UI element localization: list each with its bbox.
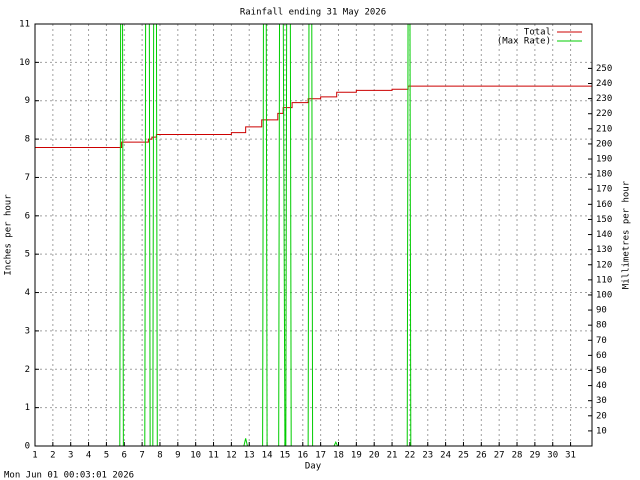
y2-tick-label: 20 bbox=[596, 411, 607, 421]
y2-tick-label: 50 bbox=[596, 366, 607, 376]
y2-tick-label: 200 bbox=[596, 139, 612, 149]
x-axis-label: Day bbox=[305, 462, 322, 472]
y-tick-label: 10 bbox=[19, 58, 30, 68]
x-tick-label: 21 bbox=[387, 451, 398, 461]
x-tick-label: 18 bbox=[333, 451, 344, 461]
x-tick-label: 20 bbox=[369, 451, 380, 461]
y2-tick-label: 70 bbox=[596, 336, 607, 346]
x-tick-label: 19 bbox=[351, 451, 362, 461]
x-tick-label: 27 bbox=[494, 451, 505, 461]
y-tick-label: 2 bbox=[25, 365, 30, 375]
y2-tick-label: 250 bbox=[596, 64, 612, 74]
y-tick-label: 4 bbox=[25, 288, 30, 298]
x-tick-label: 4 bbox=[86, 451, 91, 461]
plot-border bbox=[34, 23, 593, 447]
series-line bbox=[35, 85, 592, 149]
y2-tick-label: 220 bbox=[596, 109, 612, 119]
y-tick-label: 11 bbox=[19, 20, 30, 30]
x-tick-label: 5 bbox=[104, 451, 109, 461]
y2-tick-label: 80 bbox=[596, 321, 607, 331]
x-tick-label: 28 bbox=[512, 451, 523, 461]
y-tick-label: 6 bbox=[25, 211, 30, 221]
x-tick-label: 22 bbox=[404, 451, 415, 461]
x-tick-label: 23 bbox=[422, 451, 433, 461]
series-group bbox=[35, 24, 592, 446]
x-tick-label: 6 bbox=[122, 451, 127, 461]
x-tick-label: 15 bbox=[280, 451, 291, 461]
x-tick-label: 25 bbox=[458, 451, 469, 461]
x-tick-label: 14 bbox=[262, 451, 273, 461]
x-tick-label: 2 bbox=[50, 451, 55, 461]
chart-title: Rainfall ending 31 May 2026 bbox=[240, 8, 386, 18]
x-tick-label: 26 bbox=[476, 451, 487, 461]
y2-tick-label: 170 bbox=[596, 185, 612, 195]
x-tick-label: 10 bbox=[190, 451, 201, 461]
y2-tick-label: 180 bbox=[596, 170, 612, 180]
y2-tick-label: 120 bbox=[596, 260, 612, 270]
y-tick-label: 3 bbox=[25, 326, 30, 336]
y-tick-label: 1 bbox=[25, 403, 30, 413]
y2-tick-label: 160 bbox=[596, 200, 612, 210]
y2-tick-label: 90 bbox=[596, 306, 607, 316]
x-tick-label: 29 bbox=[529, 451, 540, 461]
x-tick-label: 1 bbox=[32, 451, 37, 461]
y2-tick-label: 60 bbox=[596, 351, 607, 361]
y-tick-label: 5 bbox=[25, 250, 30, 260]
x-tick-label: 9 bbox=[175, 451, 180, 461]
x-tick-label: 17 bbox=[315, 451, 326, 461]
x-tick-label: 3 bbox=[68, 451, 73, 461]
y-tick-label: 8 bbox=[25, 135, 30, 145]
x-tick-label: 8 bbox=[157, 451, 162, 461]
y2-tick-label: 100 bbox=[596, 290, 612, 300]
x-tick-label: 12 bbox=[226, 451, 237, 461]
legend-label: (Max Rate) bbox=[497, 37, 551, 47]
x-tick-label: 31 bbox=[565, 451, 576, 461]
x-tick-label: 13 bbox=[244, 451, 255, 461]
footer: Mon Jun 01 00:03:01 2026 bbox=[4, 471, 134, 480]
y2-axis-label: Millimetres per hour bbox=[622, 180, 632, 289]
y-axis-label: Inches per hour bbox=[4, 194, 14, 276]
y2-tick-label: 240 bbox=[596, 79, 612, 89]
x-tick-label: 7 bbox=[139, 451, 144, 461]
series-line bbox=[35, 24, 592, 446]
x-tick-label: 16 bbox=[297, 451, 308, 461]
x-tick-label: 11 bbox=[208, 451, 219, 461]
y-tick-label: 7 bbox=[25, 173, 30, 183]
y-tick-label: 9 bbox=[25, 96, 30, 106]
y-tick-label: 0 bbox=[25, 442, 30, 452]
x-tick-label: 24 bbox=[440, 451, 451, 461]
y2-tick-label: 130 bbox=[596, 245, 612, 255]
x-tick-label: 30 bbox=[547, 451, 558, 461]
y2-tick-label: 230 bbox=[596, 94, 612, 104]
y2-tick-label: 30 bbox=[596, 396, 607, 406]
legend-label: Total bbox=[524, 28, 551, 38]
y2-tick-label: 110 bbox=[596, 275, 612, 285]
y2-tick-label: 190 bbox=[596, 155, 612, 165]
y2-tick-label: 140 bbox=[596, 230, 612, 240]
y2-tick-label: 150 bbox=[596, 215, 612, 225]
y2-tick-label: 210 bbox=[596, 124, 612, 134]
y2-tick-label: 10 bbox=[596, 426, 607, 436]
y2-tick-label: 40 bbox=[596, 381, 607, 391]
